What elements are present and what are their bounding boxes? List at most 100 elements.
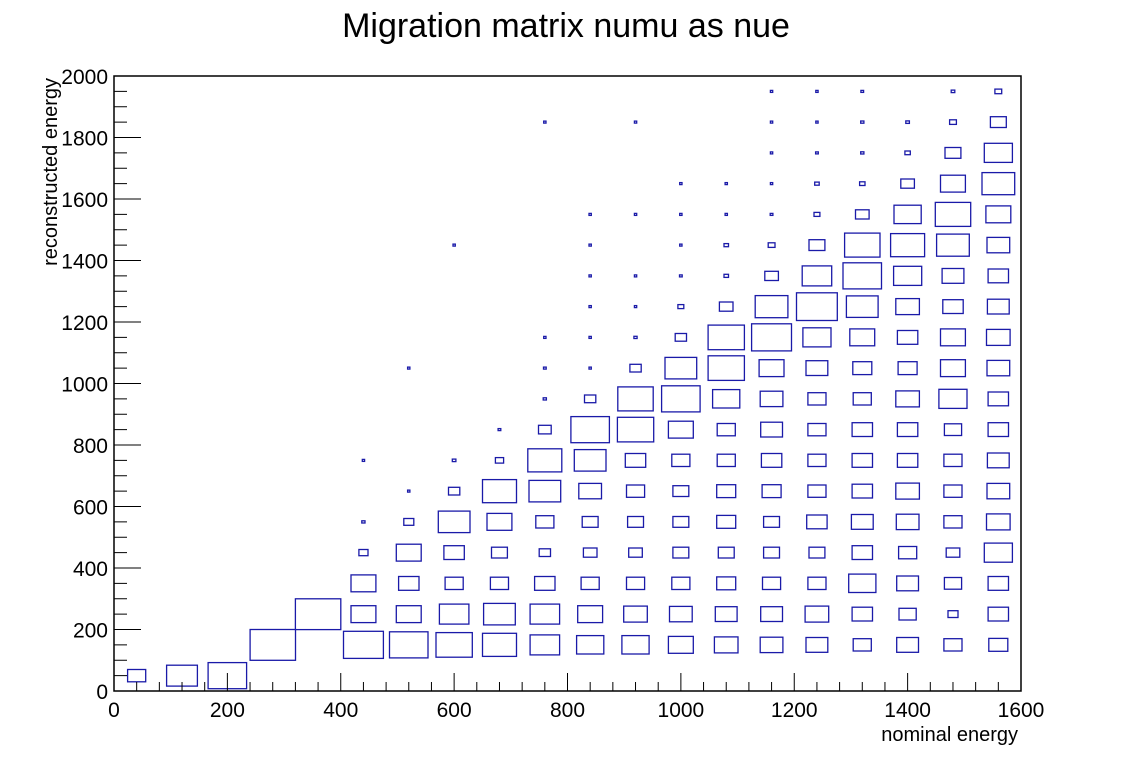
matrix-cell <box>987 268 1010 284</box>
matrix-cell <box>807 392 827 406</box>
matrix-cell <box>938 388 968 410</box>
matrix-cell <box>943 638 963 652</box>
matrix-cell <box>769 120 774 124</box>
matrix-cell <box>581 515 599 528</box>
matrix-cell <box>361 458 366 463</box>
matrix-cell <box>939 359 967 378</box>
matrix-cell <box>854 209 870 220</box>
y-tick-label: 200 <box>73 620 108 643</box>
matrix-cell <box>633 304 638 309</box>
matrix-cell <box>573 448 607 472</box>
matrix-cell <box>624 452 647 468</box>
matrix-cell <box>985 328 1011 347</box>
matrix-cell <box>808 239 826 252</box>
matrix-cell <box>939 174 967 193</box>
matrix-cell <box>760 421 784 438</box>
y-tick-labels: 0 200 400 600 800 1000 1200 1400 1600 1800 2000 <box>61 66 108 704</box>
matrix-cell <box>754 294 789 319</box>
matrix-cell <box>860 120 865 124</box>
x-tick-label: 200 <box>210 699 245 722</box>
matrix-cell <box>535 515 555 529</box>
matrix-cell <box>588 274 592 278</box>
matrix-cell <box>679 212 683 217</box>
matrix-cell <box>633 274 638 278</box>
x-tick-label: 1600 <box>998 699 1045 722</box>
matrix-cell <box>350 574 377 593</box>
matrix-cell <box>438 603 470 625</box>
matrix-cell <box>723 242 730 248</box>
matrix-cell <box>758 359 785 378</box>
matrix-cell <box>678 274 683 278</box>
matrix-cell <box>895 390 921 408</box>
x-axis-label: nominal energy <box>881 724 1018 746</box>
matrix-cell <box>851 422 874 438</box>
matrix-cell <box>529 634 561 656</box>
matrix-cell <box>851 483 874 499</box>
matrix-cell <box>671 576 691 591</box>
matrix-cell <box>616 416 655 443</box>
matrix-cell <box>851 452 874 468</box>
y-axis-label: reconstructed energy <box>40 78 62 266</box>
matrix-cell <box>945 547 961 558</box>
matrix-cell <box>942 299 964 315</box>
matrix-cell <box>986 298 1010 315</box>
matrix-cell <box>667 420 694 439</box>
matrix-cell <box>943 576 963 590</box>
matrix-cell <box>759 636 784 654</box>
matrix-cell <box>769 151 774 155</box>
matrix-cell <box>617 386 654 412</box>
matrix-cell <box>527 448 563 473</box>
y-tick-label: 1200 <box>61 312 108 335</box>
matrix-cell <box>808 546 826 559</box>
matrix-cell <box>769 212 774 217</box>
matrix-cell <box>805 360 829 377</box>
matrix-cell <box>897 361 918 376</box>
matrix-cell <box>481 632 518 658</box>
matrix-cell <box>395 605 422 624</box>
matrix-cell <box>895 482 921 500</box>
matrix-cell <box>628 547 643 558</box>
matrix-cell <box>577 605 604 624</box>
matrix-cell <box>896 452 919 468</box>
x-tick-label: 600 <box>437 699 472 722</box>
matrix-cell <box>672 515 690 528</box>
matrix-cell <box>750 323 793 352</box>
matrix-cell <box>985 205 1012 224</box>
matrix-cell <box>943 423 963 437</box>
matrix-cell <box>814 181 820 186</box>
matrix-cell <box>625 484 646 498</box>
matrix-cell <box>633 120 638 124</box>
matrix-cell <box>943 484 963 498</box>
matrix-cell <box>983 142 1014 164</box>
matrix-cell <box>443 545 465 561</box>
matrix-cell <box>588 366 592 370</box>
matrix-cell <box>769 89 774 94</box>
matrix-cell <box>388 631 429 659</box>
matrix-cell <box>342 630 385 660</box>
matrix-cell <box>805 636 829 653</box>
matrix-cell <box>764 270 780 282</box>
matrix-cell <box>896 636 920 653</box>
y-tick-label: 1000 <box>61 374 108 397</box>
matrix-cell <box>767 242 776 249</box>
matrix-cell <box>987 391 1010 407</box>
matrix-cell <box>845 295 879 319</box>
matrix-cell <box>717 546 735 559</box>
matrix-cell <box>529 603 561 625</box>
matrix-cell <box>578 482 603 500</box>
matrix-cell <box>435 631 473 658</box>
matrix-cell <box>762 546 781 559</box>
matrix-cell <box>795 292 838 322</box>
matrix-cell <box>533 575 556 591</box>
matrix-cell <box>621 634 650 655</box>
matrix-cell <box>677 303 685 310</box>
matrix-cell <box>528 479 562 503</box>
matrix-cell <box>395 543 422 562</box>
matrix-cell <box>633 335 638 340</box>
matrix-cell <box>985 513 1011 531</box>
matrix-cell <box>583 394 597 404</box>
matrix-cell <box>851 606 874 622</box>
matrix-cell <box>481 478 518 504</box>
matrix-cell <box>494 456 505 464</box>
matrix-cell <box>672 546 690 559</box>
